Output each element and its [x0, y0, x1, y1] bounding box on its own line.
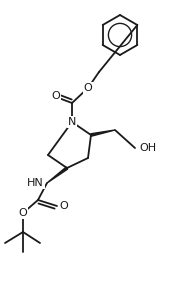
Text: O: O	[52, 91, 60, 101]
Text: OH: OH	[139, 143, 156, 153]
Text: N: N	[68, 117, 76, 127]
Polygon shape	[91, 130, 115, 136]
Text: O: O	[19, 208, 27, 218]
Text: O: O	[84, 83, 92, 93]
Text: HN: HN	[27, 178, 44, 188]
Text: O: O	[59, 201, 68, 211]
Polygon shape	[47, 167, 68, 183]
